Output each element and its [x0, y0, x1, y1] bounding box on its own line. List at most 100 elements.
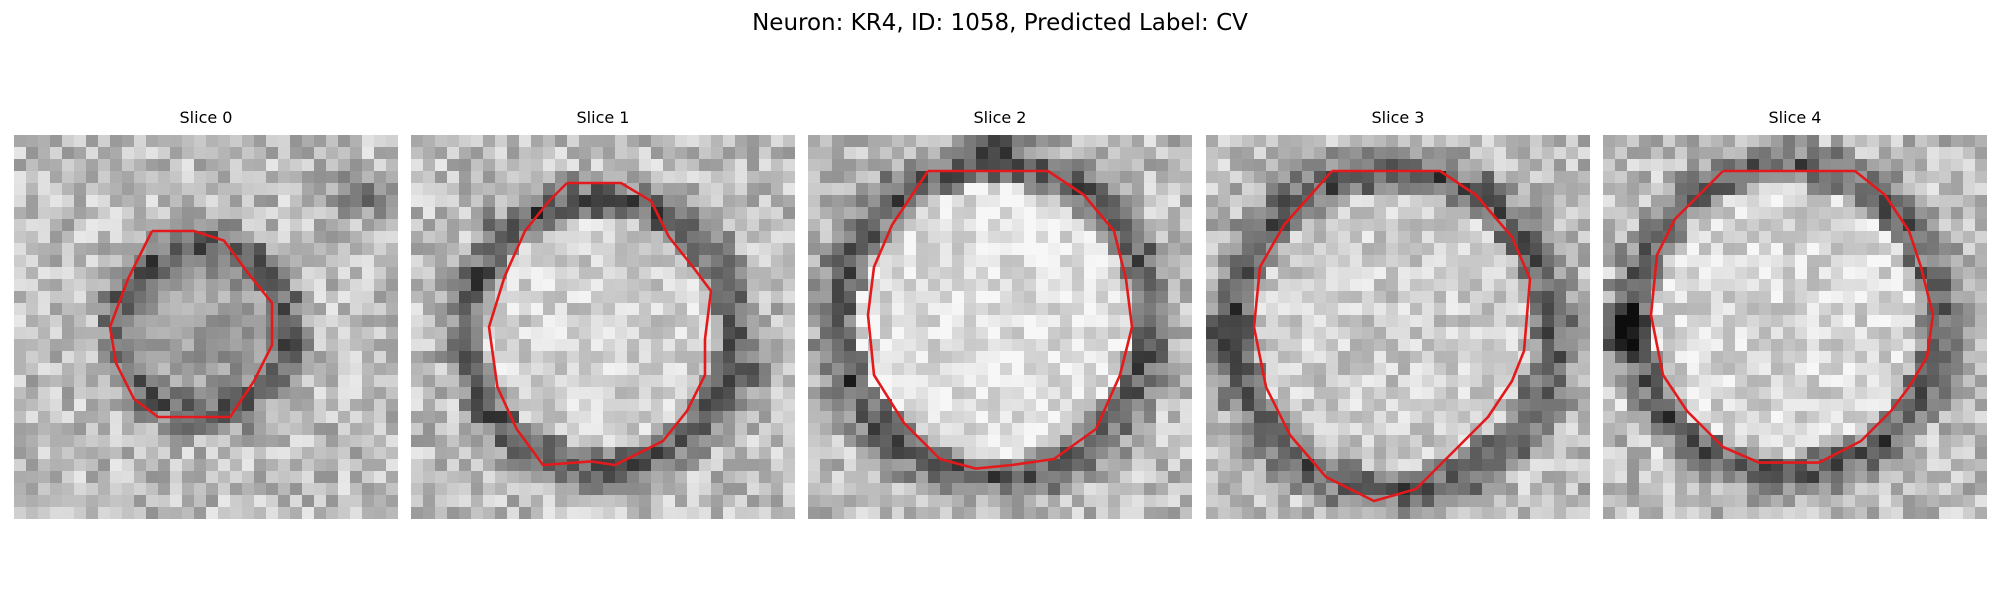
pixel: [988, 267, 1000, 279]
pixel: [62, 243, 74, 255]
pixel: [1266, 255, 1278, 267]
pixel: [230, 219, 242, 231]
pixel: [278, 375, 290, 387]
pixel: [1554, 387, 1566, 399]
pixel: [651, 423, 663, 435]
pixel: [1000, 507, 1012, 519]
pixel: [1374, 195, 1386, 207]
pixel: [1036, 291, 1048, 303]
pixel: [1060, 291, 1072, 303]
pixel: [1795, 399, 1807, 411]
pixel: [1795, 363, 1807, 375]
pixel: [386, 387, 398, 399]
pixel: [134, 411, 146, 423]
pixel: [471, 135, 483, 147]
pixel: [1494, 183, 1506, 195]
pixel: [579, 243, 591, 255]
pixel: [615, 471, 627, 483]
pixel: [1386, 231, 1398, 243]
pixel: [1072, 315, 1084, 327]
pixel: [338, 135, 350, 147]
pixel: [1687, 159, 1699, 171]
pixel: [1144, 363, 1156, 375]
pixel: [1302, 159, 1314, 171]
pixel: [675, 351, 687, 363]
pixel: [1108, 315, 1120, 327]
pixel: [471, 363, 483, 375]
pixel: [1410, 171, 1422, 183]
pixel: [170, 327, 182, 339]
pixel: [206, 423, 218, 435]
pixel: [1206, 447, 1218, 459]
pixel: [1434, 399, 1446, 411]
pixel: [134, 483, 146, 495]
pixel: [1831, 327, 1843, 339]
pixel: [1362, 339, 1374, 351]
pixel: [1530, 207, 1542, 219]
pixel: [1627, 363, 1639, 375]
pixel: [266, 387, 278, 399]
pixel: [543, 507, 555, 519]
pixel: [747, 483, 759, 495]
pixel: [1843, 255, 1855, 267]
pixel: [110, 279, 122, 291]
pixel: [435, 267, 447, 279]
pixel: [471, 147, 483, 159]
pixel: [1651, 387, 1663, 399]
pixel: [386, 483, 398, 495]
pixel: [1771, 159, 1783, 171]
pixel: [1156, 159, 1168, 171]
pixel: [1578, 399, 1590, 411]
pixel: [1819, 327, 1831, 339]
pixel: [928, 363, 940, 375]
pixel: [651, 471, 663, 483]
pixel: [543, 147, 555, 159]
pixel: [507, 495, 519, 507]
pixel: [146, 315, 158, 327]
pixel: [1855, 375, 1867, 387]
pixel: [483, 483, 495, 495]
pixel: [1494, 375, 1506, 387]
pixel: [1506, 195, 1518, 207]
pixel: [302, 483, 314, 495]
pixel: [1446, 255, 1458, 267]
pixel: [1783, 195, 1795, 207]
pixel: [1434, 159, 1446, 171]
pixel: [14, 159, 26, 171]
pixel: [1951, 339, 1963, 351]
pixel: [1903, 447, 1915, 459]
pixel: [1386, 459, 1398, 471]
pixel: [302, 507, 314, 519]
pixel: [1879, 387, 1891, 399]
pixel: [916, 303, 928, 315]
pixel: [952, 219, 964, 231]
pixel: [242, 243, 254, 255]
pixel: [747, 219, 759, 231]
pixel: [639, 159, 651, 171]
pixel: [423, 243, 435, 255]
pixel: [928, 351, 940, 363]
pixel: [1771, 435, 1783, 447]
pixel: [1891, 291, 1903, 303]
pixel: [1915, 291, 1927, 303]
pixel: [1675, 243, 1687, 255]
pixel: [519, 363, 531, 375]
pixel: [1663, 183, 1675, 195]
pixel: [1470, 411, 1482, 423]
pixel: [1951, 159, 1963, 171]
pixel: [1290, 351, 1302, 363]
pixel: [386, 255, 398, 267]
pixel: [1939, 159, 1951, 171]
pixel: [278, 279, 290, 291]
pixel: [1000, 159, 1012, 171]
pixel: [1362, 315, 1374, 327]
pixel: [423, 135, 435, 147]
pixel: [1735, 219, 1747, 231]
pixel: [1663, 411, 1675, 423]
pixel: [1663, 399, 1675, 411]
pixel: [856, 471, 868, 483]
pixel: [543, 291, 555, 303]
pixel: [928, 171, 940, 183]
pixel: [50, 303, 62, 315]
pixel: [1374, 135, 1386, 147]
